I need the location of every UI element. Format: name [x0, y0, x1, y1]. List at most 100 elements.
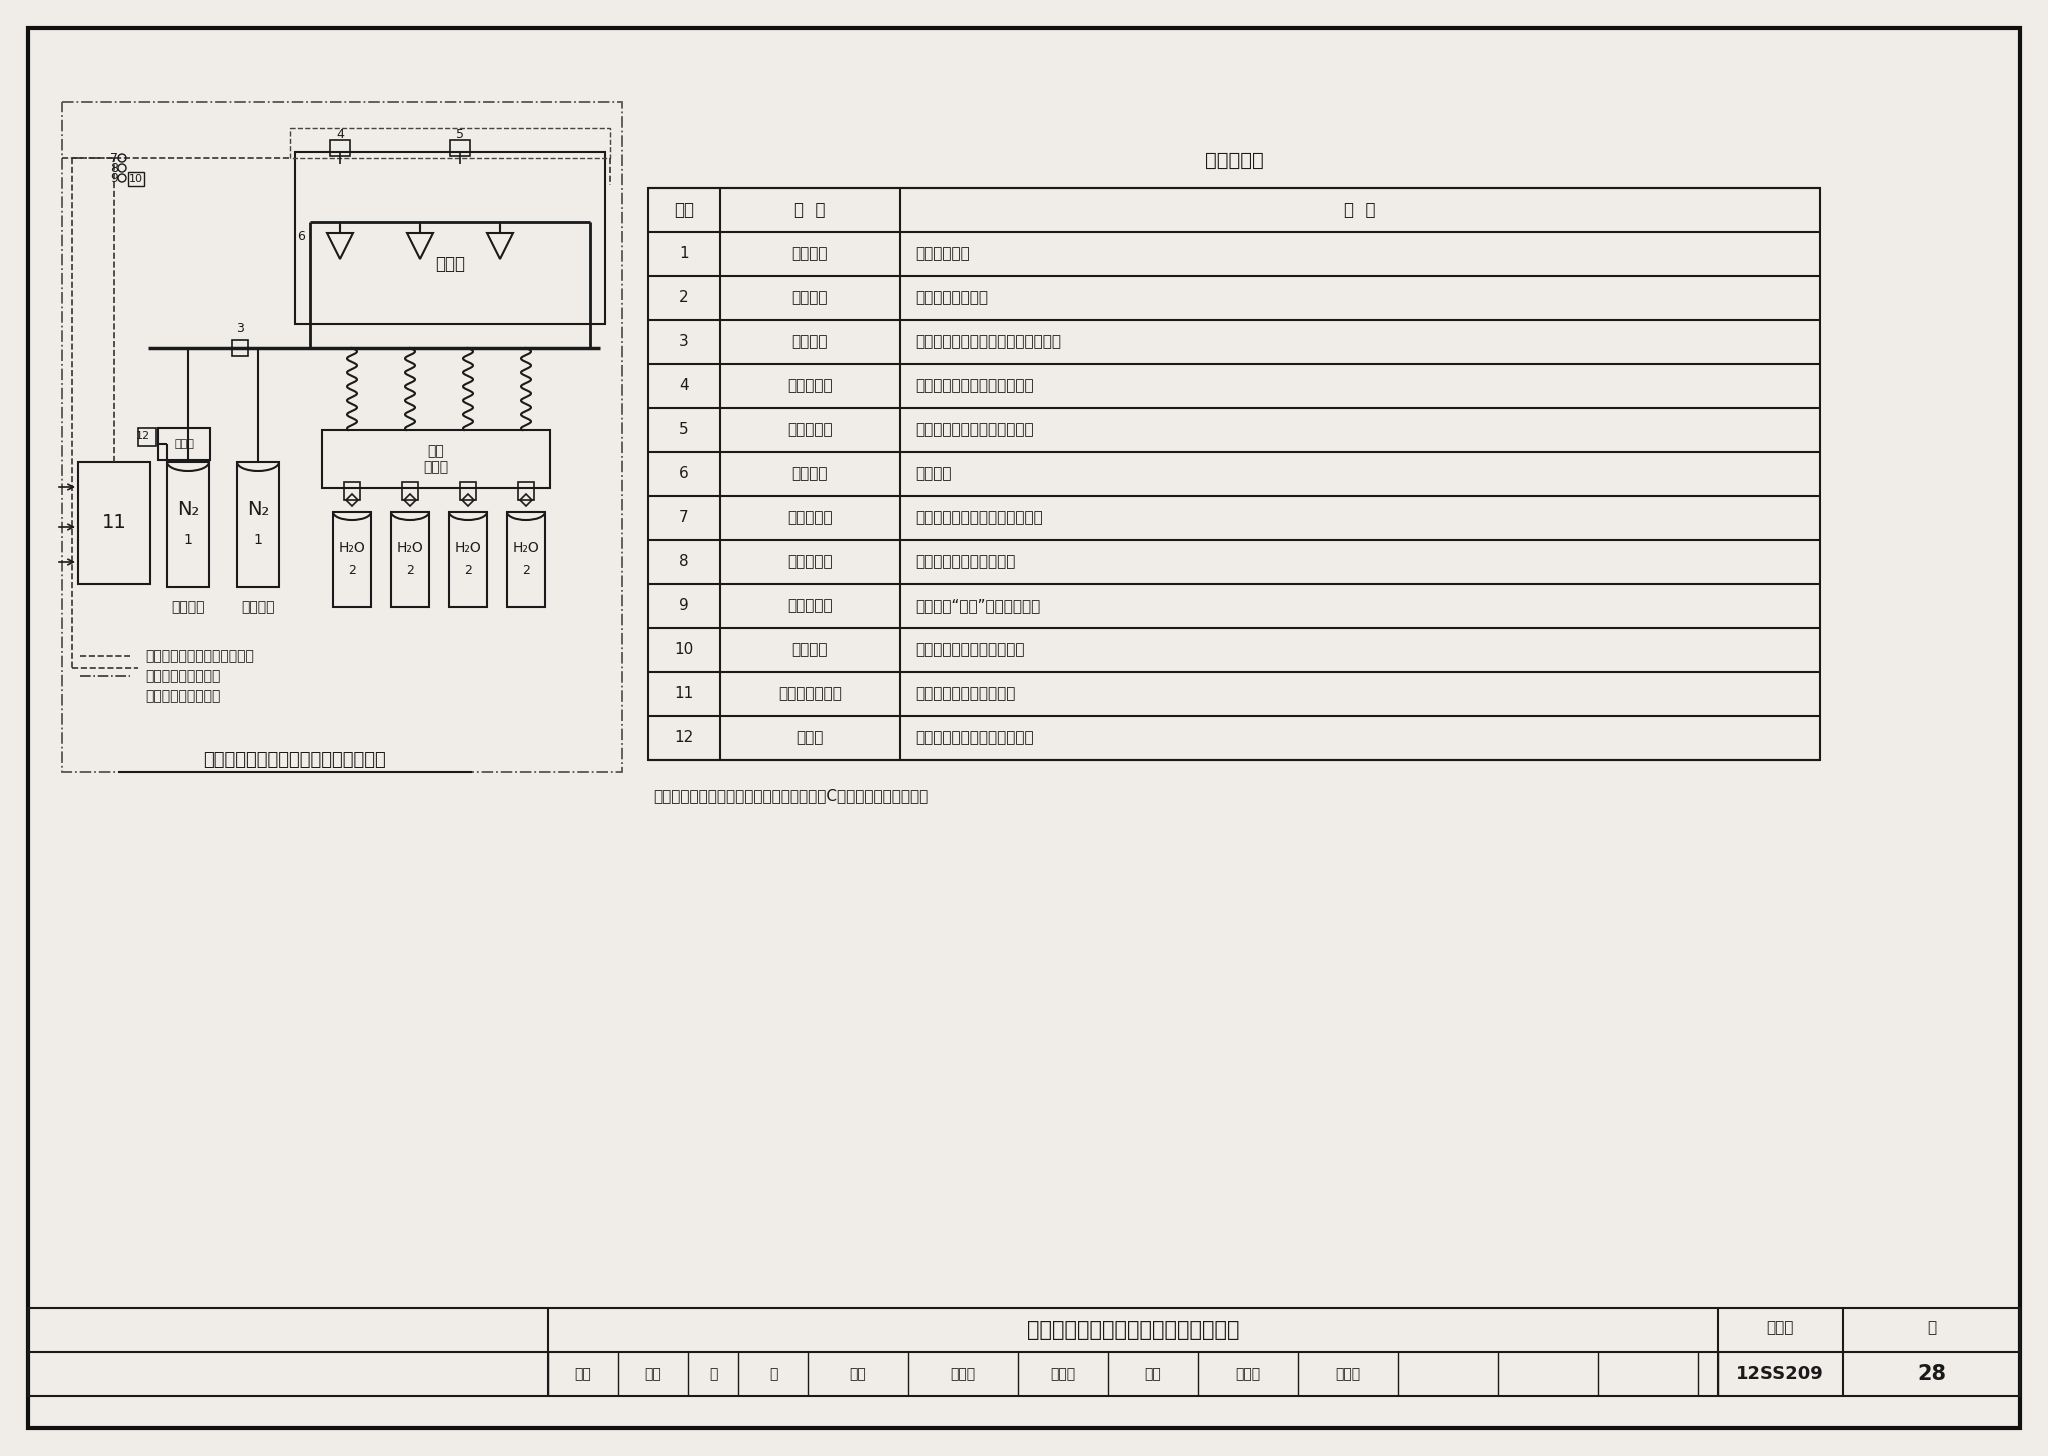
Bar [391, 513, 428, 607]
Text: 田扬捷: 田扬捷 [1235, 1367, 1262, 1380]
Text: 9: 9 [111, 172, 119, 185]
Text: 编号: 编号 [674, 201, 694, 218]
Text: N₂: N₂ [248, 499, 268, 518]
Text: 胡朋: 胡朋 [645, 1367, 662, 1380]
Text: H₂O: H₂O [338, 542, 365, 555]
Text: N₂: N₂ [176, 499, 199, 518]
Text: 28: 28 [1917, 1364, 1946, 1385]
Bar [238, 462, 279, 587]
Text: 10: 10 [129, 175, 143, 183]
Text: 2: 2 [406, 565, 414, 578]
Text: 7: 7 [111, 151, 119, 165]
Text: 5: 5 [457, 128, 465, 140]
Text: 进口瓶组式高压细水雾开式系统示意图: 进口瓶组式高压细水雾开式系统示意图 [1026, 1321, 1239, 1340]
Text: 接收火警信号并发出指令: 接收火警信号并发出指令 [915, 686, 1016, 702]
Text: 开式噴头: 开式噴头 [793, 466, 827, 482]
Text: 水瓶
适配器: 水瓶 适配器 [424, 444, 449, 475]
Text: 火警信号或远程手动操作信号: 火警信号或远程手动操作信号 [145, 649, 254, 662]
Bar [344, 482, 360, 499]
Text: 8: 8 [111, 162, 119, 175]
Text: 消防警铃: 消防警铃 [793, 642, 827, 658]
Text: 4: 4 [680, 379, 688, 393]
Text: 2: 2 [465, 565, 471, 578]
Text: 感知火灾烟雾信号，自动报警: 感知火灾烟雾信号，自动报警 [915, 422, 1034, 437]
Text: 2: 2 [348, 565, 356, 578]
Text: 12SS209: 12SS209 [1737, 1366, 1825, 1383]
Text: 11: 11 [102, 514, 127, 533]
Bar [158, 428, 211, 460]
Text: H₂O: H₂O [455, 542, 481, 555]
Text: 3: 3 [236, 322, 244, 335]
Text: 1: 1 [184, 533, 193, 546]
Text: 通气口: 通气口 [174, 440, 195, 448]
Text: 12: 12 [674, 731, 694, 745]
Bar [334, 513, 371, 607]
Text: 感烟探测器: 感烟探测器 [786, 422, 834, 437]
Bar [518, 482, 535, 499]
Text: 4: 4 [336, 128, 344, 140]
Text: 1: 1 [680, 246, 688, 262]
Text: 7: 7 [680, 511, 688, 526]
Text: 储存灭火系统用水: 储存灭火系统用水 [915, 291, 987, 306]
Text: 说明：本图与瓶组式高压细水雾灭火系统（C）相关组件配合使用。: 说明：本图与瓶组式高压细水雾灭火系统（C）相关组件配合使用。 [653, 789, 928, 804]
Text: 用  途: 用 途 [1343, 201, 1376, 218]
Text: 胡: 胡 [709, 1367, 717, 1380]
Text: 储存驱动气体: 储存驱动气体 [915, 246, 971, 262]
Text: 6: 6 [297, 230, 305, 243]
Bar [295, 151, 604, 325]
Text: 实现系统“现场”电气手动启动: 实现系统“现场”电气手动启动 [915, 598, 1040, 613]
Bar [137, 428, 156, 446]
Text: 5: 5 [680, 422, 688, 437]
Text: 3: 3 [680, 335, 688, 349]
Text: 9: 9 [680, 598, 688, 613]
Text: 明: 明 [768, 1367, 776, 1380]
Text: 名  称: 名 称 [795, 201, 825, 218]
Text: 田均地: 田均地 [1335, 1367, 1360, 1380]
Text: 储水瓶组: 储水瓶组 [793, 291, 827, 306]
Text: H₂O: H₂O [397, 542, 424, 555]
Bar [29, 1307, 2019, 1396]
Text: 压力开关: 压力开关 [793, 335, 827, 349]
Text: 2: 2 [522, 565, 530, 578]
Bar [231, 341, 248, 357]
Text: H₂O: H₂O [512, 542, 539, 555]
Bar [61, 102, 623, 772]
Text: 火灾报警控制器: 火灾报警控制器 [778, 686, 842, 702]
Text: 防护区: 防护区 [434, 255, 465, 272]
Text: 系统噴雾时，提示该区域有火情: 系统噴雾时，提示该区域有火情 [915, 511, 1042, 526]
Bar [647, 188, 1821, 760]
Bar [461, 482, 475, 499]
Text: 12: 12 [135, 431, 150, 441]
Text: 页: 页 [1927, 1321, 1937, 1335]
Text: 感温探测器: 感温探测器 [786, 379, 834, 393]
Text: 副氮气瓶: 副氮气瓶 [242, 600, 274, 614]
Text: 储气瓶组: 储气瓶组 [793, 246, 827, 262]
Bar [451, 140, 469, 156]
Text: 需联接到主控制中心: 需联接到主控制中心 [145, 689, 221, 703]
Bar [168, 462, 209, 587]
Text: 主要部件表: 主要部件表 [1204, 150, 1264, 169]
Text: 主氮气瓶: 主氮气瓶 [172, 600, 205, 614]
Text: 进口瓶组式高压细水雾开式系统示意图: 进口瓶组式高压细水雾开式系统示意图 [203, 751, 387, 769]
Text: 会主编: 会主编 [1051, 1367, 1075, 1380]
Bar [322, 430, 551, 488]
Text: 一路探测器报警，启动警铃: 一路探测器报警，启动警铃 [915, 642, 1024, 658]
Text: 6: 6 [680, 466, 688, 482]
Text: 俧志根: 俧志根 [950, 1367, 975, 1380]
Text: 声光报警器: 声光报警器 [786, 555, 834, 569]
Text: 瓶头阀: 瓶头阀 [797, 731, 823, 745]
Bar [78, 462, 150, 584]
Text: 手动控制盒: 手动控制盒 [786, 598, 834, 613]
Text: 设计: 设计 [1145, 1367, 1161, 1380]
Bar [291, 128, 610, 159]
Bar [508, 513, 545, 607]
Text: 噴放指示灯: 噴放指示灯 [786, 511, 834, 526]
Text: 1: 1 [254, 533, 262, 546]
Text: 2: 2 [680, 291, 688, 306]
Bar [127, 172, 143, 186]
Text: 图集号: 图集号 [1765, 1321, 1794, 1335]
Text: 将系统的水流压力变化转换为电信号: 将系统的水流压力变化转换为电信号 [915, 335, 1061, 349]
Text: 校对: 校对 [850, 1367, 866, 1380]
Text: 故障反馈和运行反馈: 故障反馈和运行反馈 [145, 668, 221, 683]
Bar [330, 140, 350, 156]
